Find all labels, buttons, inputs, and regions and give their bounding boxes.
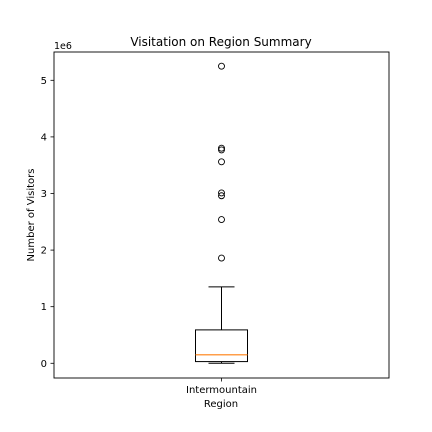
outlier-point bbox=[218, 62, 225, 70]
y-tick-label: 4 bbox=[41, 132, 47, 143]
outlier-point bbox=[218, 192, 225, 200]
box-series bbox=[195, 62, 248, 364]
outlier-point bbox=[218, 254, 225, 262]
x-tick-label: Intermountain bbox=[186, 385, 257, 396]
x-axis-label: Region bbox=[204, 399, 238, 410]
y-tick-label: 0 bbox=[41, 359, 47, 370]
interquartile-box bbox=[195, 329, 248, 363]
y-tick-label: 3 bbox=[41, 189, 47, 200]
y-tick-label: 1 bbox=[41, 302, 47, 313]
y-axis: 0 1 2 3 4 5 bbox=[41, 76, 54, 370]
x-axis: Intermountain bbox=[186, 378, 257, 396]
y-axis-label: Number of Visitors bbox=[26, 169, 37, 262]
chart-title: Visitation on Region Summary bbox=[130, 35, 311, 49]
y-axis-offset-label: 1e6 bbox=[54, 41, 72, 52]
outlier-point bbox=[218, 144, 225, 152]
outlier-point bbox=[218, 189, 225, 197]
y-tick-label: 2 bbox=[41, 246, 47, 257]
outlier-point bbox=[218, 158, 225, 166]
y-tick-label: 5 bbox=[41, 76, 47, 87]
box-group bbox=[195, 62, 248, 364]
outlier-point bbox=[218, 216, 225, 223]
